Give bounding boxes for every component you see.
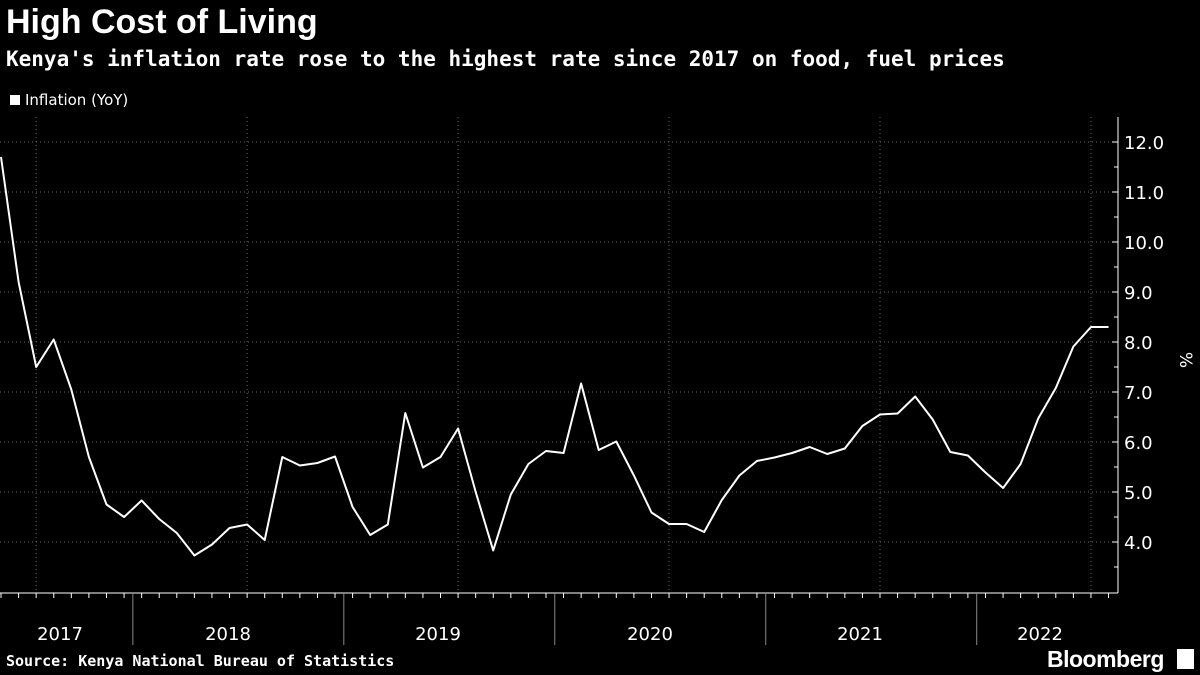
bloomberg-logo: Bloomberg — [1047, 646, 1164, 672]
y-tick-label: 10.0 — [1124, 233, 1164, 254]
y-tick-label: 11.0 — [1124, 183, 1164, 204]
y-tick-label: 7.0 — [1124, 383, 1153, 404]
y-tick-label: 4.0 — [1124, 533, 1153, 554]
legend: Inflation (YoY) — [10, 90, 128, 110]
y-tick-label: 5.0 — [1124, 483, 1153, 504]
legend-swatch — [10, 95, 20, 105]
y-tick-label: 12.0 — [1124, 133, 1164, 154]
x-year-label-2018: 2018 — [205, 624, 251, 645]
y-tick-label: 6.0 — [1124, 433, 1153, 454]
x-year-label-2017: 2017 — [37, 624, 83, 645]
y-axis-label: % — [1175, 352, 1195, 368]
legend-label: Inflation (YoY) — [25, 91, 129, 109]
source-note: Source: Kenya National Bureau of Statist… — [6, 652, 395, 670]
chart-subtitle: Kenya's inflation rate rose to the highe… — [6, 47, 1005, 71]
chart-title: High Cost of Living — [6, 3, 318, 41]
x-year-label-2021: 2021 — [837, 624, 883, 645]
y-tick-label: 9.0 — [1124, 283, 1153, 304]
bloomberg-terminal-icon — [1177, 649, 1194, 669]
x-year-label-2022: 2022 — [1017, 624, 1063, 645]
x-year-label-2019: 2019 — [415, 624, 461, 645]
y-tick-label: 8.0 — [1124, 333, 1153, 354]
x-year-label-2020: 2020 — [627, 624, 673, 645]
series-line-inflation-yoy — [0, 156, 1109, 557]
